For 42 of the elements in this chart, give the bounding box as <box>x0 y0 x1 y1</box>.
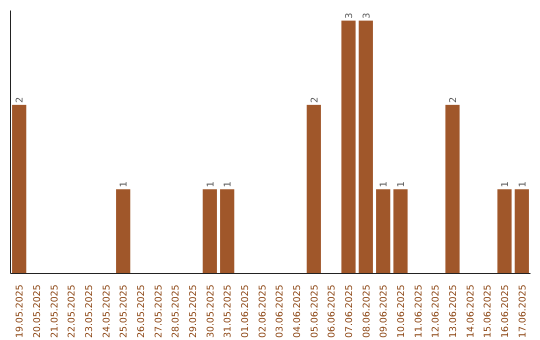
x-tick-label: 25.05.2025 <box>118 284 130 338</box>
x-tick-label: 16.06.2025 <box>500 284 511 338</box>
x-tick-label: 30.05.2025 <box>205 284 216 338</box>
x-tick-label: 28.05.2025 <box>170 284 182 338</box>
x-tick-label: 01.06.2025 <box>240 284 251 338</box>
x-tick-label: 31.05.2025 <box>222 284 234 338</box>
x-tick-label: 21.05.2025 <box>49 284 60 338</box>
x-tick-label: 29.05.2025 <box>188 284 199 338</box>
data-label: 2 <box>448 96 459 103</box>
x-tick-label: 08.06.2025 <box>361 284 372 338</box>
data-label: 1 <box>500 181 511 188</box>
data-label: 2 <box>14 96 26 103</box>
x-tick-label: 20.05.2025 <box>32 284 43 338</box>
data-label: 3 <box>344 12 355 19</box>
data-label: 1 <box>378 181 390 188</box>
x-tick-label: 14.06.2025 <box>465 284 476 338</box>
x-tick-label: 04.06.2025 <box>292 284 303 338</box>
data-label: 1 <box>118 181 130 188</box>
x-tick-label: 19.05.2025 <box>14 284 26 338</box>
x-tick-label: 06.06.2025 <box>326 284 338 338</box>
x-tick-label: 10.06.2025 <box>396 284 407 338</box>
data-label: 3 <box>361 12 372 19</box>
data-label: 1 <box>517 181 528 188</box>
x-tick-label: 15.06.2025 <box>482 284 494 338</box>
data-label: 1 <box>205 181 216 188</box>
x-tick-label: 05.06.2025 <box>309 284 320 338</box>
x-tick-label: 13.06.2025 <box>448 284 459 338</box>
x-tick-label: 09.06.2025 <box>378 284 390 338</box>
x-tick-label: 26.05.2025 <box>136 284 147 338</box>
x-tick-label: 22.05.2025 <box>66 284 78 338</box>
data-label: 2 <box>309 96 320 103</box>
x-tick-label: 02.06.2025 <box>257 284 268 338</box>
x-tick-label: 03.06.2025 <box>274 284 286 338</box>
x-tick-label: 11.06.2025 <box>413 284 424 338</box>
x-tick-label: 12.06.2025 <box>430 284 442 338</box>
data-label: 1 <box>222 181 234 188</box>
data-label: 1 <box>396 181 407 188</box>
x-tick-label: 07.06.2025 <box>344 284 355 338</box>
x-tick-label: 24.05.2025 <box>101 284 112 338</box>
x-tick-label: 23.05.2025 <box>84 284 95 338</box>
x-tick-label: 17.06.2025 <box>517 284 528 338</box>
x-tick-label: 27.05.2025 <box>153 284 164 338</box>
